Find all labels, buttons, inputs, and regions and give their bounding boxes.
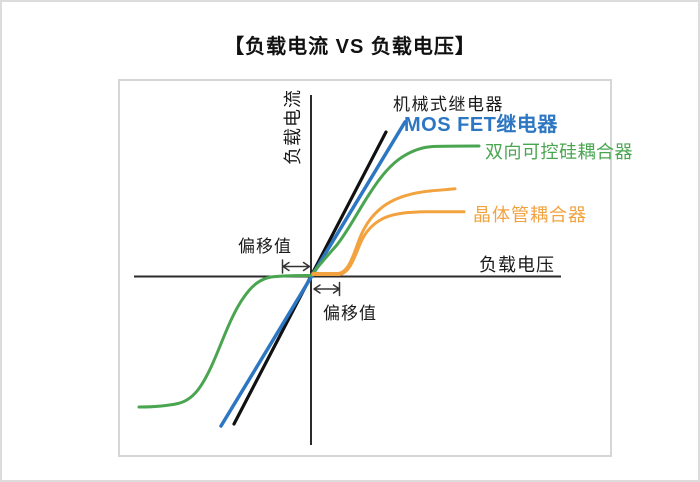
series-label-triac-coupler: 双向可控硅耦合器 (485, 142, 633, 162)
y-axis-label: 负载电流 (283, 89, 303, 165)
offset-value-label-left: 偏移值 (238, 237, 292, 256)
transistor-coupler-upper-curve (311, 187, 457, 275)
series-label-mechanical-relay: 机械式继电器 (393, 95, 504, 114)
series-label-transistor-coupler: 晶体管耦合器 (473, 205, 587, 225)
series-label-mosfet-relay: MOS FET继电器 (404, 114, 558, 136)
transistor-coupler-lower-curve (311, 210, 466, 276)
triac-coupler-curve (137, 144, 481, 409)
offset-arrow-right (313, 281, 341, 297)
offset-value-label-right: 偏移值 (323, 304, 377, 323)
x-axis-label: 负载电压 (479, 255, 555, 275)
page-title: 【负载电流 VS 负载电压】 (224, 36, 476, 58)
plot-border-box (118, 79, 612, 457)
offset-arrow-left (281, 259, 311, 274)
